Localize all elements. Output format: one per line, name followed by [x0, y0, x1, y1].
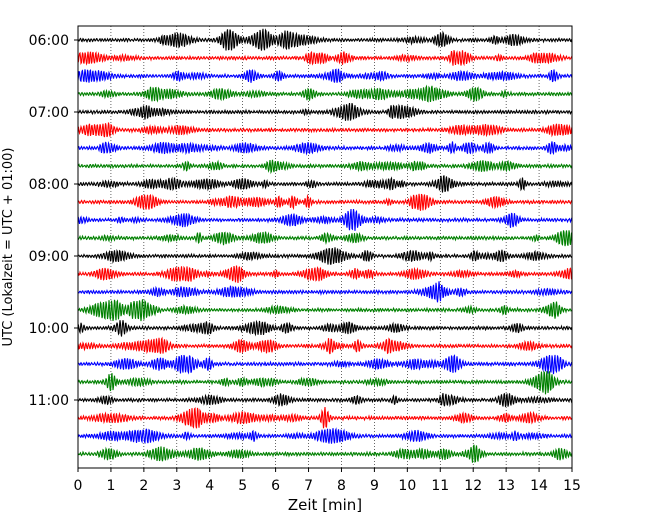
seismic-trace [77, 354, 573, 375]
seismic-trace [77, 370, 573, 395]
seismic-trace [77, 68, 573, 84]
x-tick-label: 11 [431, 478, 449, 494]
seismic-trace [77, 50, 573, 67]
seismic-trace [77, 336, 573, 355]
x-tick-label: 0 [74, 478, 83, 494]
x-tick-label: 5 [238, 478, 247, 494]
seismic-trace [77, 281, 573, 303]
x-axis-label: Zeit [min] [288, 496, 362, 514]
y-tick-label: 06:00 [29, 33, 69, 49]
seismic-trace [77, 159, 573, 175]
x-tick-label: 6 [271, 478, 280, 494]
seismic-trace [77, 319, 573, 337]
x-tick-label: 2 [139, 478, 148, 494]
x-axis-ticks: 0 1 2 3 4 5 6 7 8 9 10 11 12 13 14 15 [74, 468, 581, 494]
x-tick-label: 9 [370, 478, 379, 494]
seismic-trace [77, 230, 573, 247]
x-tick-label: 3 [172, 478, 181, 494]
seismic-trace [77, 208, 573, 231]
y-tick-label: 07:00 [29, 105, 69, 121]
x-tick-label: 10 [398, 478, 416, 494]
seismic-trace [77, 28, 573, 51]
y-tick-label: 11:00 [29, 393, 69, 409]
seismic-trace [77, 299, 573, 322]
seismic-trace [77, 265, 573, 284]
seismic-trace [77, 407, 573, 429]
seismic-trace [77, 102, 573, 121]
seismic-trace [77, 193, 573, 211]
seismic-trace [77, 392, 573, 408]
y-tick-label: 10:00 [29, 321, 69, 337]
y-axis-ticks: 06:00 07:00 08:00 09:00 10:00 11:00 [29, 33, 78, 409]
x-tick-label: 8 [337, 478, 346, 494]
seismic-trace [77, 122, 573, 138]
y-tick-label: 09:00 [29, 249, 69, 265]
y-axis-label: UTC (Lokalzeit = UTC + 01:00) [1, 148, 16, 347]
seismic-trace [77, 140, 573, 156]
seismic-trace [77, 427, 573, 444]
seismic-trace [77, 84, 573, 103]
seismic-traces [77, 28, 573, 463]
plot-frame [77, 25, 573, 469]
x-tick-label: 12 [464, 478, 482, 494]
seismic-trace [77, 175, 573, 193]
x-tick-label: 7 [304, 478, 313, 494]
seismic-trace [77, 247, 573, 265]
x-tick-label: 15 [563, 478, 581, 494]
seismic-trace [77, 444, 573, 463]
x-tick-label: 4 [205, 478, 214, 494]
x-tick-label: 1 [106, 478, 115, 494]
x-tick-label: 14 [530, 478, 548, 494]
x-tick-label: 13 [497, 478, 515, 494]
y-tick-label: 08:00 [29, 177, 69, 193]
